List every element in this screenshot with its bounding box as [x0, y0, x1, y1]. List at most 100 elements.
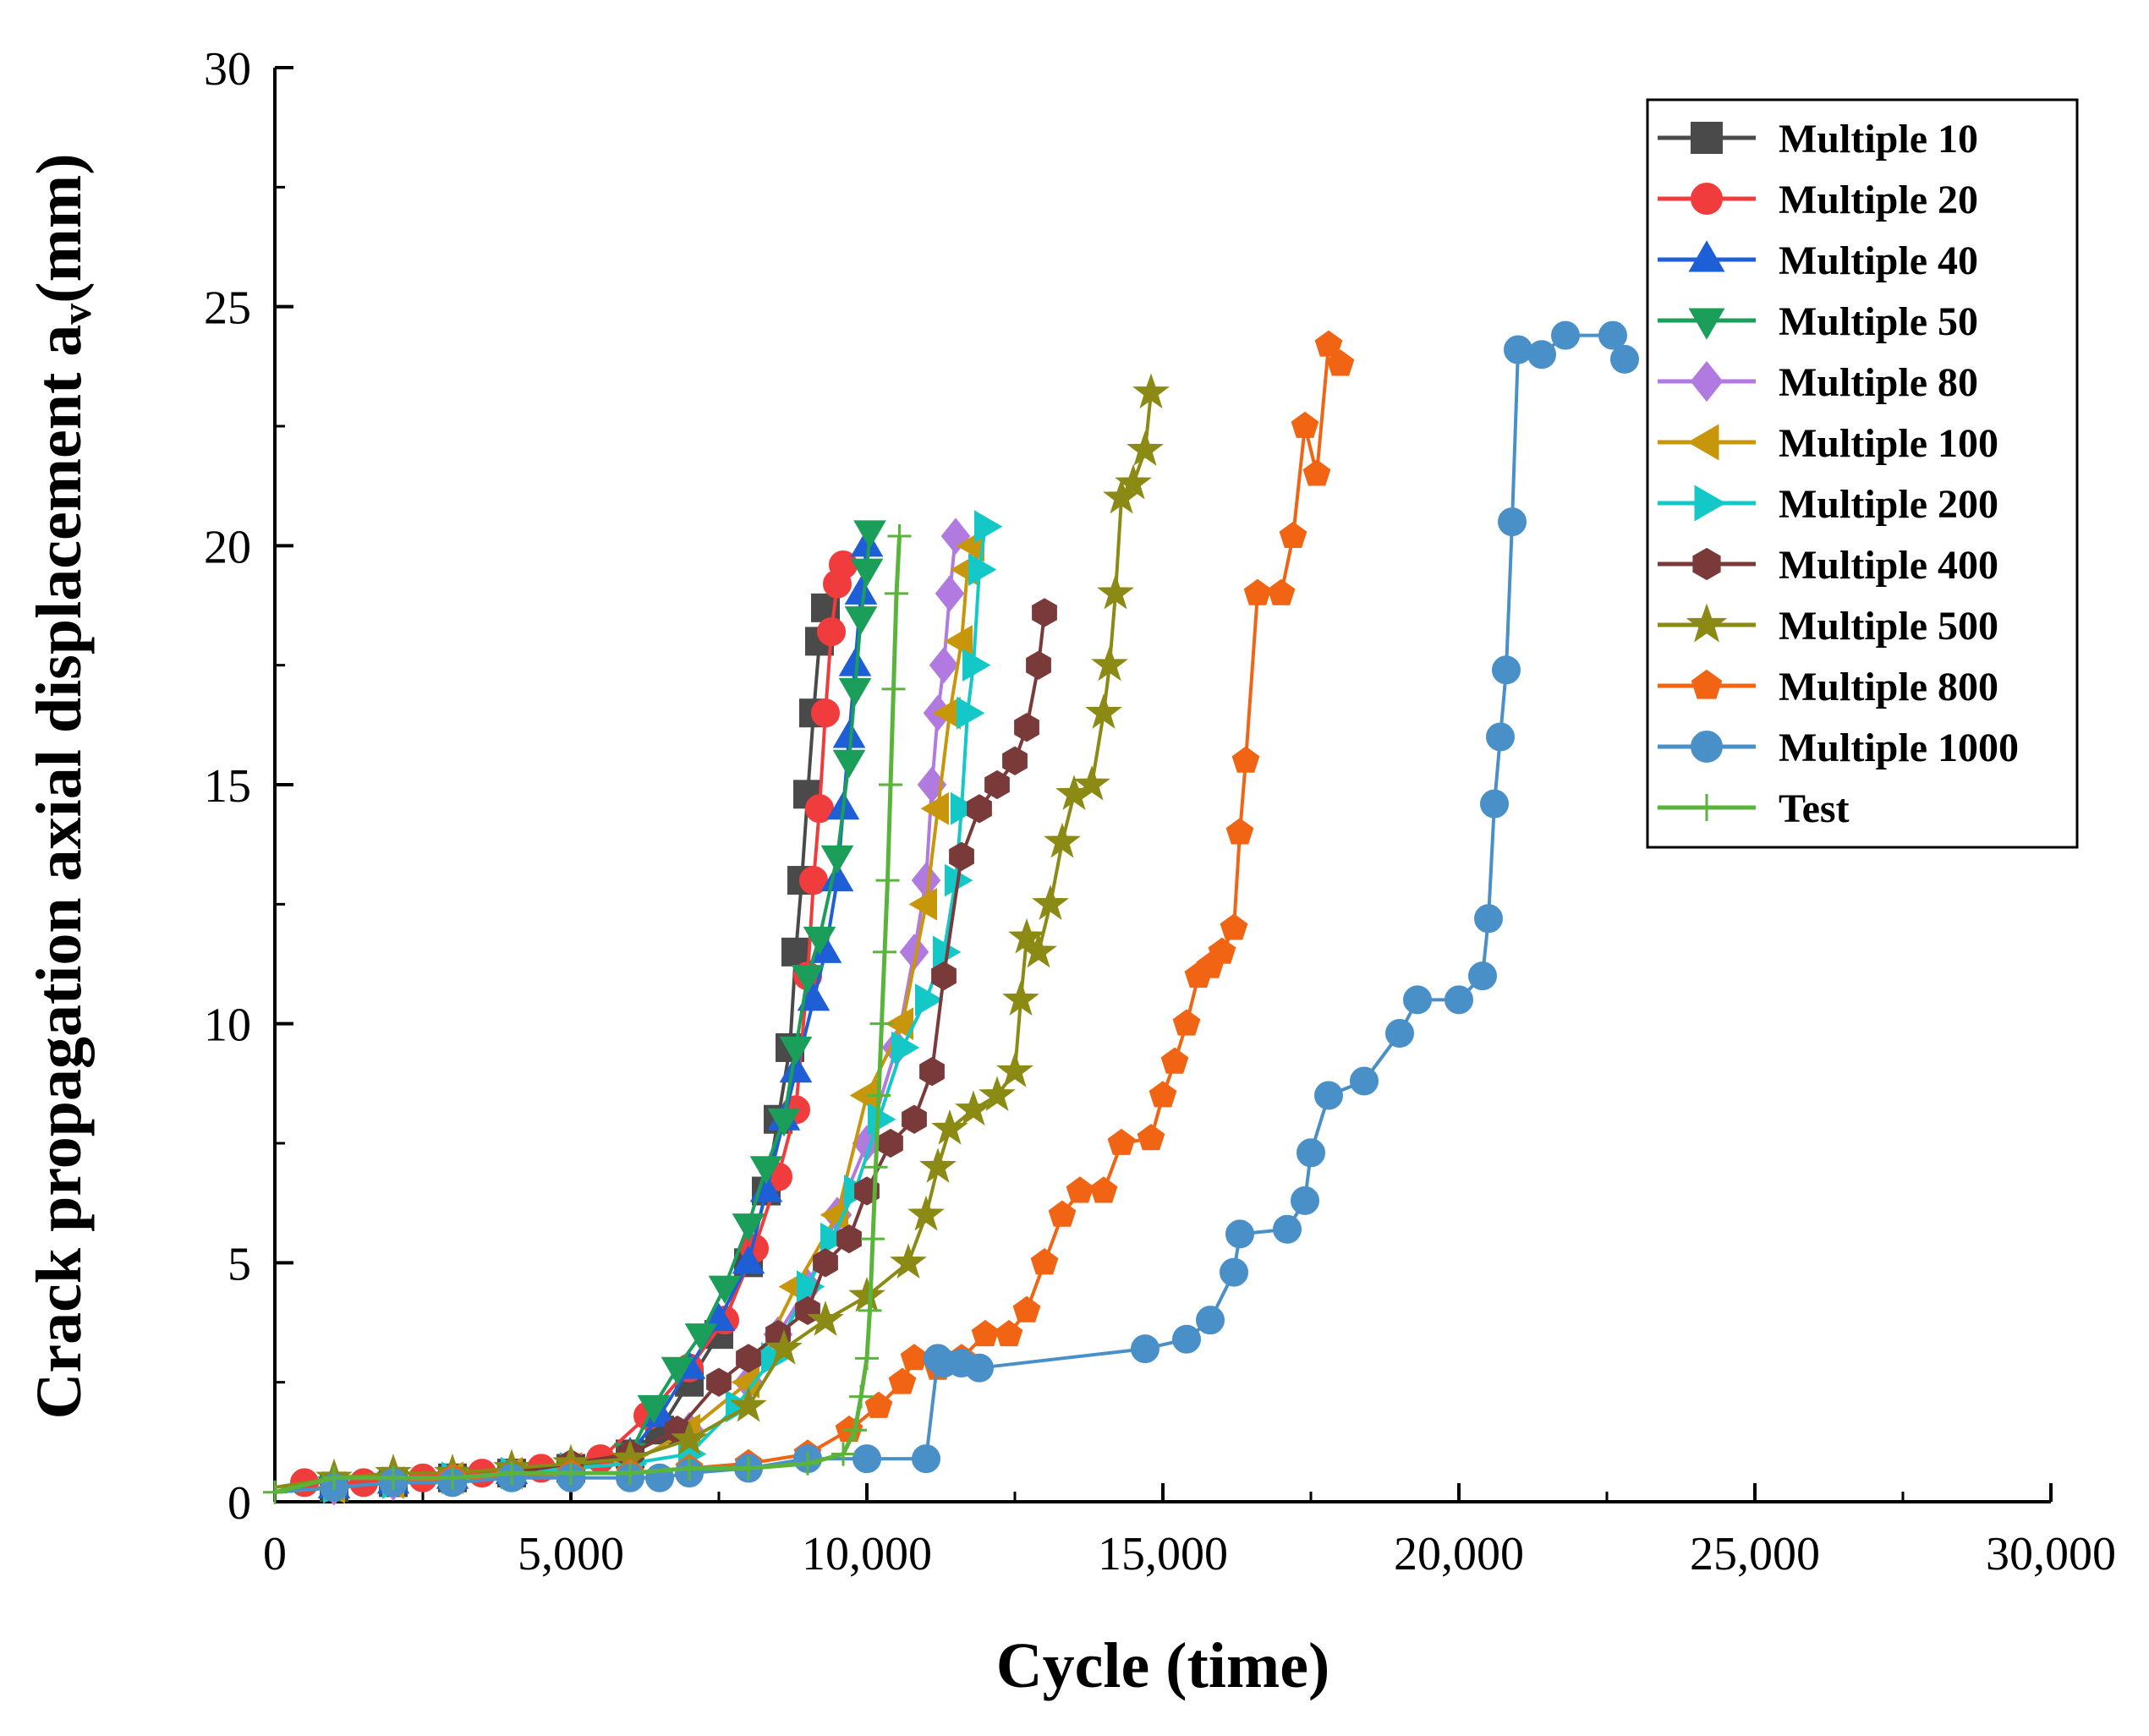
x-tick-label: 30,000 — [1986, 1528, 2116, 1580]
data-point-multiple-1000 — [1598, 320, 1627, 350]
legend-swatch-marker — [1692, 547, 1721, 581]
data-point-multiple-400 — [1026, 650, 1051, 680]
data-point-multiple-500 — [671, 1420, 708, 1456]
data-point-multiple-1000 — [912, 1444, 940, 1474]
data-point-multiple-1000 — [1273, 1214, 1302, 1244]
data-point-multiple-50 — [708, 1275, 742, 1304]
data-point-multiple-50 — [767, 1108, 801, 1137]
legend-label: Multiple 100 — [1779, 421, 1998, 466]
y-axis-label-main: Crack propagation axial displacement a — [24, 325, 95, 1420]
data-point-multiple-40 — [732, 1245, 765, 1274]
data-point-multiple-1000 — [852, 1444, 881, 1474]
legend-item-multiple-80: Multiple 80 — [1658, 360, 1978, 405]
data-point-multiple-200 — [820, 1222, 849, 1256]
legend-label: Multiple 1000 — [1779, 726, 2019, 770]
data-point-test — [855, 1346, 879, 1371]
x-tick-label: 20,000 — [1394, 1528, 1524, 1580]
data-point-multiple-400 — [967, 794, 992, 824]
data-point-multiple-50 — [820, 845, 854, 874]
legend-item-multiple-200: Multiple 200 — [1658, 482, 1998, 527]
legend-swatch-marker — [1688, 240, 1725, 272]
data-point-multiple-500 — [1044, 822, 1081, 858]
data-point-multiple-50 — [803, 926, 836, 956]
legend-label: Multiple 800 — [1779, 665, 1998, 709]
legend-label: Multiple 500 — [1779, 604, 1998, 649]
data-point-test — [322, 1465, 346, 1490]
legend-swatch-marker — [1688, 308, 1725, 340]
series-multiple-100 — [274, 528, 984, 1504]
data-point-test — [441, 1465, 464, 1490]
legend-item-multiple-10: Multiple 10 — [1658, 117, 1978, 162]
data-point-multiple-1000 — [1385, 1018, 1414, 1048]
data-point-multiple-50 — [732, 1213, 765, 1242]
series-multiple-800 — [274, 330, 1355, 1499]
legend-swatch-marker — [1691, 731, 1723, 763]
data-point-multiple-500 — [955, 1090, 992, 1126]
data-point-multiple-200 — [957, 696, 985, 730]
data-point-multiple-400 — [902, 1104, 927, 1134]
data-point-multiple-800 — [1220, 913, 1248, 940]
data-point-multiple-500 — [730, 1386, 767, 1422]
legend-item-test: Test — [1658, 786, 1850, 831]
data-point-multiple-800 — [1326, 349, 1355, 376]
legend-item-multiple-100: Multiple 100 — [1658, 421, 1998, 466]
data-point-multiple-20 — [811, 698, 840, 728]
data-point-multiple-1000 — [1474, 904, 1503, 934]
legend: Multiple 10 Multiple 20 Multiple 40 Multipl… — [1646, 98, 2079, 849]
data-point-multiple-1000 — [1131, 1334, 1159, 1364]
data-point-test — [849, 1384, 873, 1409]
data-point-multiple-500 — [1097, 573, 1134, 610]
data-point-multiple-1000 — [1527, 340, 1556, 370]
data-point-multiple-1000 — [1480, 789, 1509, 819]
y-tick-label: 20 — [204, 521, 251, 573]
data-point-multiple-400 — [813, 1248, 838, 1278]
data-point-multiple-10 — [781, 937, 810, 967]
y-axis-label-sub: v — [52, 304, 100, 325]
legend-item-multiple-20: Multiple 20 — [1658, 178, 1978, 222]
data-point-multiple-400 — [931, 961, 957, 991]
data-point-multiple-500 — [931, 1109, 968, 1145]
data-point-multiple-800 — [888, 1367, 917, 1394]
data-point-test — [618, 1461, 642, 1486]
data-point-multiple-100 — [731, 1366, 759, 1399]
legend-item-multiple-400: Multiple 400 — [1658, 543, 1998, 588]
data-point-multiple-200 — [797, 1270, 825, 1303]
data-point-multiple-1000 — [1350, 1066, 1379, 1096]
data-point-multiple-800 — [1012, 1295, 1041, 1323]
legend-swatch-marker — [1686, 603, 1728, 643]
legend-label: Multiple 80 — [1779, 360, 1978, 405]
data-point-multiple-200 — [891, 1031, 920, 1065]
data-point-test — [381, 1465, 405, 1490]
data-point-test — [879, 773, 902, 797]
data-point-multiple-1000 — [1445, 985, 1473, 1015]
data-point-multiple-400 — [919, 1057, 945, 1087]
data-point-multiple-100 — [920, 791, 949, 825]
data-point-multiple-200 — [868, 1103, 896, 1136]
data-point-multiple-500 — [1032, 884, 1069, 920]
data-point-multiple-800 — [1048, 1200, 1077, 1227]
legend-swatch-marker — [1687, 424, 1719, 461]
data-point-multiple-100 — [908, 887, 937, 921]
data-point-multiple-800 — [864, 1391, 893, 1418]
y-tick-label: 15 — [204, 760, 251, 813]
legend-label: Multiple 400 — [1779, 543, 1998, 588]
y-axis-label-tail: (mm) — [24, 153, 95, 303]
legend-label: Multiple 20 — [1779, 178, 1978, 222]
data-point-multiple-800 — [995, 1319, 1023, 1347]
data-point-multiple-1000 — [965, 1353, 994, 1383]
data-point-test — [875, 868, 900, 893]
data-point-multiple-200 — [962, 649, 991, 682]
series-multiple-1000 — [274, 320, 1639, 1503]
data-point-multiple-50 — [779, 1036, 813, 1065]
data-point-multiple-800 — [1107, 1128, 1136, 1155]
data-point-multiple-20 — [805, 794, 834, 824]
data-point-multiple-500 — [1127, 430, 1164, 466]
data-point-multiple-20 — [817, 617, 846, 647]
data-point-multiple-500 — [1008, 917, 1045, 954]
data-point-multiple-800 — [1137, 1124, 1165, 1151]
data-point-multiple-800 — [1066, 1176, 1094, 1203]
legend-swatch-marker — [1693, 794, 1720, 821]
data-point-multiple-800 — [900, 1344, 929, 1371]
data-point-multiple-800 — [1208, 937, 1236, 964]
data-point-multiple-20 — [799, 866, 828, 895]
